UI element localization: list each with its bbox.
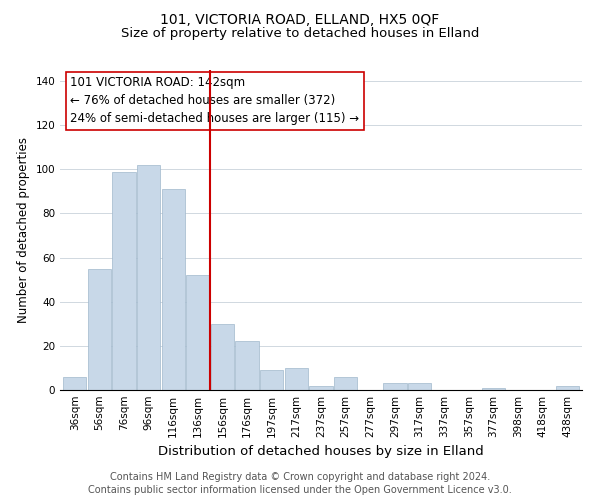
Bar — [186, 275, 209, 390]
Bar — [482, 388, 505, 390]
Text: Contains HM Land Registry data © Crown copyright and database right 2024.
Contai: Contains HM Land Registry data © Crown c… — [88, 472, 512, 495]
Bar — [235, 342, 259, 390]
Text: Size of property relative to detached houses in Elland: Size of property relative to detached ho… — [121, 28, 479, 40]
Y-axis label: Number of detached properties: Number of detached properties — [17, 137, 30, 323]
Bar — [383, 384, 407, 390]
Bar — [211, 324, 234, 390]
Bar — [137, 165, 160, 390]
Text: 101, VICTORIA ROAD, ELLAND, HX5 0QF: 101, VICTORIA ROAD, ELLAND, HX5 0QF — [160, 12, 440, 26]
Bar — [284, 368, 308, 390]
Bar — [260, 370, 283, 390]
Bar — [334, 377, 358, 390]
X-axis label: Distribution of detached houses by size in Elland: Distribution of detached houses by size … — [158, 446, 484, 458]
Bar — [408, 384, 431, 390]
Bar — [88, 268, 111, 390]
Bar — [310, 386, 332, 390]
Bar — [112, 172, 136, 390]
Bar — [161, 189, 185, 390]
Bar — [556, 386, 579, 390]
Bar — [63, 377, 86, 390]
Text: 101 VICTORIA ROAD: 142sqm
← 76% of detached houses are smaller (372)
24% of semi: 101 VICTORIA ROAD: 142sqm ← 76% of detac… — [70, 76, 359, 126]
